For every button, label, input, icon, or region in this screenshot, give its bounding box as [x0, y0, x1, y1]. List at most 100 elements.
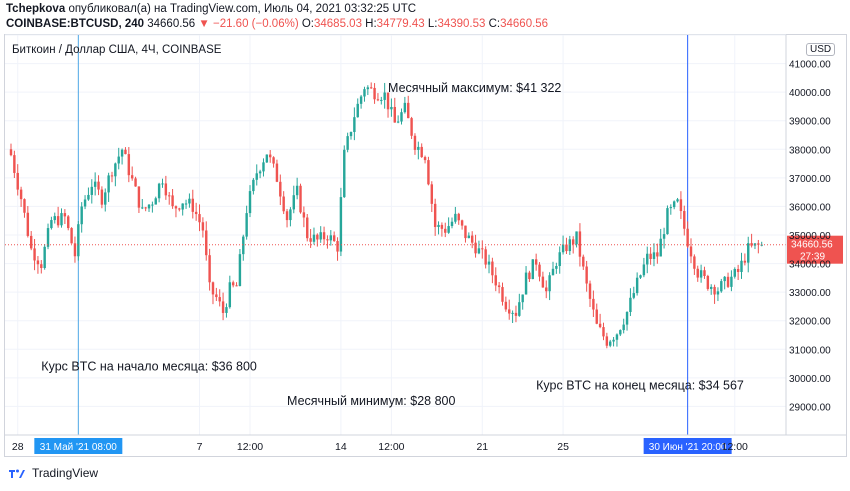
candle-body — [248, 191, 252, 214]
tradingview-logo-icon[interactable] — [8, 467, 26, 479]
time-marker-label: 30 Июн '21 20:00 — [649, 442, 727, 453]
candle-body — [29, 235, 33, 249]
candle-body — [716, 291, 720, 295]
candle-body — [336, 241, 339, 252]
candle-body — [272, 157, 275, 164]
candle-body — [639, 275, 642, 278]
time-marker-badge — [643, 438, 732, 454]
candle-body — [100, 189, 104, 205]
open-value: 34685.03 — [314, 18, 362, 30]
candle-body — [508, 309, 511, 314]
open-label: O: — [301, 18, 314, 30]
candle-body — [235, 285, 238, 287]
candle-body — [191, 198, 194, 212]
candle-body — [275, 163, 279, 182]
candle-body — [615, 334, 619, 340]
candle-body — [750, 243, 753, 246]
candle-body — [528, 272, 531, 280]
candle-body — [696, 268, 699, 278]
candle-body — [467, 235, 471, 239]
candle-body — [120, 149, 124, 157]
candle-body — [588, 283, 592, 299]
candle-body — [60, 213, 63, 226]
candle-body — [447, 226, 450, 233]
candle-body — [255, 173, 258, 180]
price-tick-label: 36000.00 — [789, 202, 831, 213]
candle-body — [80, 206, 83, 225]
candle-body — [104, 192, 107, 205]
candle-body — [9, 149, 13, 156]
candle-body — [598, 323, 602, 328]
candle-body — [551, 268, 555, 276]
candle-body — [107, 175, 110, 193]
candle-body — [504, 301, 508, 310]
candle-body — [713, 286, 716, 295]
candle-body — [161, 183, 164, 185]
time-tick-label: 25 — [557, 441, 569, 453]
candle-body — [36, 260, 40, 265]
candle-body — [538, 264, 541, 277]
candle-body — [524, 272, 528, 295]
time-tick-label: 28 — [12, 441, 24, 453]
candle-body — [93, 181, 97, 187]
candle-body — [723, 276, 726, 282]
candle-body — [194, 211, 198, 215]
candle-body — [16, 172, 19, 190]
candle-body — [205, 230, 208, 256]
annotation-text: Месячный максимум: $41 322 — [388, 81, 561, 95]
footer: TradingView — [8, 466, 98, 480]
brand-name[interactable]: TradingView — [32, 466, 99, 480]
candle-body — [171, 195, 174, 207]
candle-body — [33, 248, 36, 261]
candle-body — [417, 146, 420, 150]
candle-body — [63, 213, 67, 217]
candle-body — [157, 183, 161, 199]
candle-body — [632, 293, 635, 298]
candle-body — [733, 268, 736, 277]
candle-body — [144, 207, 147, 209]
candle-body — [433, 203, 437, 227]
candle-body — [295, 185, 299, 196]
candle-body — [501, 287, 504, 302]
price-tick-label: 37000.00 — [789, 174, 831, 185]
candle-body — [470, 235, 474, 243]
candle-body — [258, 171, 262, 174]
candle-body — [231, 282, 235, 286]
candle-body — [396, 121, 400, 123]
candle-body — [481, 248, 484, 250]
candle-body — [178, 208, 181, 210]
candle-body — [90, 186, 94, 195]
candle-body — [561, 244, 565, 253]
candle-body — [316, 234, 319, 240]
grid — [5, 34, 786, 435]
candle-body — [497, 285, 501, 288]
candle-body — [457, 213, 460, 221]
candle-body — [491, 261, 494, 276]
candle-body — [666, 208, 669, 235]
candle-body — [656, 252, 659, 257]
candle-body — [19, 189, 23, 200]
candle-body — [322, 232, 326, 240]
candle-body — [188, 198, 191, 204]
candle-body — [649, 253, 652, 259]
candle-body — [46, 228, 50, 247]
candle-body — [612, 339, 615, 342]
publisher-name[interactable]: Tchepkova — [6, 3, 66, 15]
candle-body — [168, 195, 171, 197]
candle-body — [174, 206, 178, 209]
candle-body — [87, 194, 90, 200]
candle-body — [609, 341, 612, 346]
currency-button[interactable]: USD — [806, 43, 836, 56]
candle-body — [262, 162, 265, 172]
candle-body — [693, 256, 696, 269]
high-label: H: — [365, 18, 377, 30]
price-tick-label: 38000.00 — [789, 145, 831, 156]
candle-body — [575, 231, 578, 245]
candle-body — [252, 179, 255, 192]
candle-body — [555, 266, 558, 269]
candle-body — [292, 195, 295, 210]
candle-body — [521, 294, 524, 303]
candle-body — [373, 87, 376, 100]
